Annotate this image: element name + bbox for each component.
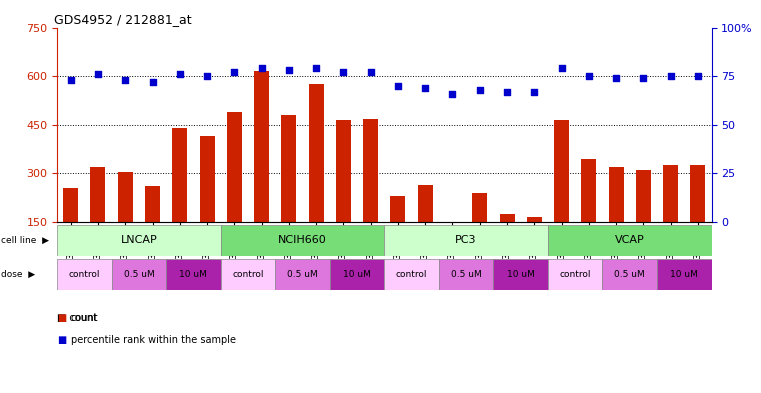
- Bar: [118, 172, 132, 222]
- Bar: [418, 185, 433, 222]
- Bar: [166, 259, 221, 290]
- Point: [392, 83, 404, 89]
- Bar: [554, 120, 569, 222]
- Text: control: control: [396, 270, 428, 279]
- Bar: [445, 222, 460, 224]
- Point: [365, 69, 377, 75]
- Point: [310, 65, 322, 72]
- Point: [119, 77, 132, 83]
- Bar: [227, 112, 242, 222]
- Bar: [603, 259, 657, 290]
- Point: [337, 69, 349, 75]
- Text: 0.5 uM: 0.5 uM: [614, 270, 645, 279]
- Bar: [199, 136, 215, 222]
- Point: [473, 86, 486, 93]
- Bar: [309, 84, 323, 222]
- Point: [65, 77, 77, 83]
- Text: 10 uM: 10 uM: [343, 270, 371, 279]
- Text: GDS4952 / 212881_at: GDS4952 / 212881_at: [54, 13, 192, 26]
- Text: percentile rank within the sample: percentile rank within the sample: [71, 334, 236, 345]
- Bar: [499, 214, 514, 222]
- Text: 0.5 uM: 0.5 uM: [123, 270, 154, 279]
- Bar: [663, 165, 678, 222]
- Bar: [581, 159, 597, 222]
- Text: 0.5 uM: 0.5 uM: [287, 270, 318, 279]
- Bar: [336, 120, 351, 222]
- Point: [283, 67, 295, 73]
- Bar: [548, 259, 603, 290]
- Bar: [63, 188, 78, 222]
- Point: [637, 75, 649, 81]
- Point: [201, 73, 213, 79]
- Point: [92, 71, 104, 77]
- Point: [692, 73, 704, 79]
- Point: [174, 71, 186, 77]
- Point: [228, 69, 240, 75]
- Text: VCAP: VCAP: [615, 235, 645, 245]
- Bar: [172, 128, 187, 222]
- Bar: [390, 196, 406, 222]
- Text: 10 uM: 10 uM: [507, 270, 534, 279]
- Bar: [439, 259, 493, 290]
- Text: control: control: [559, 270, 591, 279]
- Text: control: control: [232, 270, 264, 279]
- Text: ■: ■: [57, 313, 66, 323]
- Bar: [112, 259, 166, 290]
- Bar: [384, 225, 548, 255]
- Bar: [473, 193, 487, 222]
- Text: control: control: [68, 270, 100, 279]
- Bar: [145, 186, 160, 222]
- Point: [501, 88, 513, 95]
- Bar: [275, 259, 330, 290]
- Bar: [548, 225, 712, 255]
- Point: [146, 79, 158, 85]
- Bar: [384, 259, 439, 290]
- Text: cell line  ▶: cell line ▶: [1, 236, 49, 244]
- Bar: [657, 259, 712, 290]
- Text: ■ count: ■ count: [57, 313, 97, 323]
- Text: 10 uM: 10 uM: [180, 270, 207, 279]
- Text: dose  ▶: dose ▶: [1, 270, 35, 279]
- Point: [447, 90, 459, 97]
- Text: ■: ■: [57, 334, 66, 345]
- Point: [528, 88, 540, 95]
- Bar: [57, 225, 221, 255]
- Bar: [282, 115, 296, 222]
- Text: 10 uM: 10 uM: [670, 270, 698, 279]
- Bar: [527, 217, 542, 222]
- Bar: [330, 259, 384, 290]
- Bar: [221, 225, 384, 255]
- Bar: [636, 170, 651, 222]
- Bar: [57, 259, 112, 290]
- Text: LNCAP: LNCAP: [120, 235, 158, 245]
- Text: 0.5 uM: 0.5 uM: [451, 270, 482, 279]
- Bar: [493, 259, 548, 290]
- Bar: [363, 119, 378, 222]
- Text: count: count: [71, 313, 98, 323]
- Text: PC3: PC3: [455, 235, 477, 245]
- Point: [419, 84, 431, 91]
- Bar: [91, 167, 106, 222]
- Text: NCIH660: NCIH660: [278, 235, 327, 245]
- Bar: [690, 165, 705, 222]
- Bar: [254, 71, 269, 222]
- Point: [610, 75, 622, 81]
- Point: [256, 65, 268, 72]
- Bar: [221, 259, 275, 290]
- Point: [556, 65, 568, 72]
- Point: [664, 73, 677, 79]
- Bar: [609, 167, 623, 222]
- Point: [583, 73, 595, 79]
